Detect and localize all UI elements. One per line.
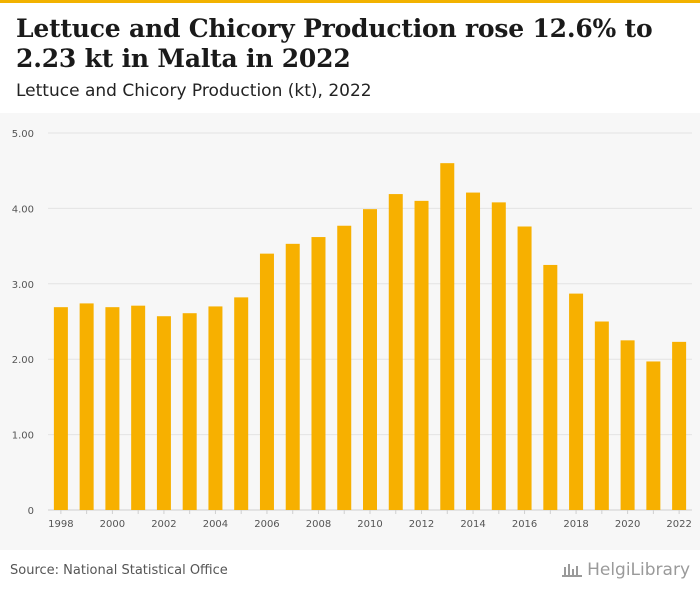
bar-2003 bbox=[182, 313, 197, 510]
bar-2013 bbox=[440, 163, 455, 510]
y-tick-label: 3.00 bbox=[12, 280, 34, 291]
chart-area: 0 1.00 2.00 3.00 4.00 5.00 1998 2000 2002 2004 200… bbox=[0, 113, 700, 550]
bar-2022 bbox=[672, 341, 687, 510]
bar-2006 bbox=[259, 253, 274, 510]
x-tick-label: 2014 bbox=[460, 519, 485, 530]
helgi-library-logo[interactable]: HelgiLibrary bbox=[561, 560, 690, 580]
bar-2017 bbox=[543, 264, 558, 510]
x-tick-label: 2018 bbox=[563, 519, 588, 530]
x-tick-label: 2008 bbox=[306, 519, 331, 530]
page-subtitle: Lettuce and Chicory Production (kt), 202… bbox=[16, 81, 372, 101]
bar-2019 bbox=[594, 321, 609, 510]
bar-2004 bbox=[208, 306, 223, 510]
logo-text: HelgiLibrary bbox=[587, 560, 690, 580]
bar-2009 bbox=[337, 225, 352, 510]
bar-2012 bbox=[414, 200, 429, 511]
x-tick-label: 2004 bbox=[203, 519, 228, 530]
y-tick-label: 4.00 bbox=[12, 204, 34, 215]
y-tick-label: 2.00 bbox=[12, 355, 34, 366]
x-tick-label: 2000 bbox=[100, 519, 125, 530]
bar-2010 bbox=[363, 209, 377, 510]
x-tick-label: 2022 bbox=[666, 519, 691, 530]
x-tick-label: 2012 bbox=[409, 519, 434, 530]
bar-1998 bbox=[53, 307, 68, 510]
bar-1999 bbox=[79, 303, 94, 510]
source-note: Source: National Statistical Office bbox=[10, 563, 228, 578]
x-tick-label: 2016 bbox=[512, 519, 537, 530]
bar-chart: 0 1.00 2.00 3.00 4.00 5.00 1998 2000 2002 2004 200… bbox=[12, 129, 692, 530]
y-tick-label: 1.00 bbox=[12, 431, 34, 442]
bar-2014 bbox=[466, 192, 481, 510]
x-tick-label: 2002 bbox=[151, 519, 176, 530]
accent-bar bbox=[0, 0, 700, 3]
x-tick-label: 1998 bbox=[48, 519, 73, 530]
bar-2001 bbox=[131, 305, 146, 510]
x-tick-label: 2020 bbox=[615, 519, 640, 530]
bar-2002 bbox=[156, 316, 171, 510]
bar-2016 bbox=[517, 226, 532, 510]
bar-2008 bbox=[311, 237, 326, 510]
bar-2005 bbox=[234, 297, 249, 510]
bar-2015 bbox=[491, 202, 506, 511]
bar-2011 bbox=[388, 194, 403, 510]
bar-2018 bbox=[569, 293, 584, 510]
y-tick-label: 0 bbox=[28, 506, 34, 517]
bar-2020 bbox=[620, 340, 635, 510]
y-tick-label: 5.00 bbox=[12, 129, 34, 140]
bar-2021 bbox=[646, 361, 661, 510]
x-tick-label: 2006 bbox=[254, 519, 279, 530]
bar-2000 bbox=[105, 307, 120, 510]
x-tick-label: 2010 bbox=[357, 519, 382, 530]
library-icon bbox=[562, 564, 583, 577]
bar-2007 bbox=[285, 243, 300, 510]
page-title: Lettuce and Chicory Production rose 12.6… bbox=[16, 14, 653, 73]
